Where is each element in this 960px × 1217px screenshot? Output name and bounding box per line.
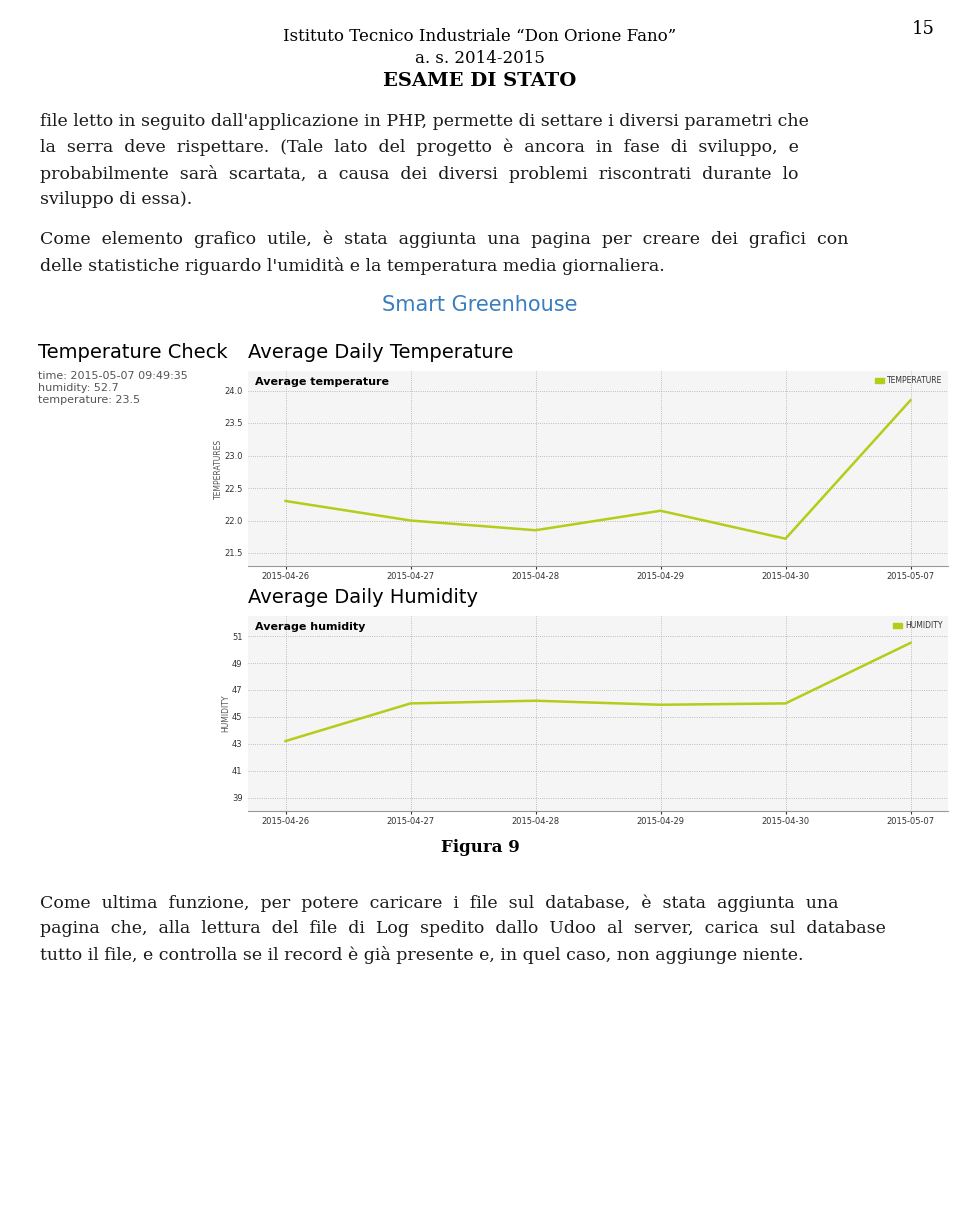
Text: probabilmente  sarà  scartata,  a  causa  dei  diversi  problemi  riscontrati  d: probabilmente sarà scartata, a causa dei…	[40, 166, 799, 183]
Text: Average humidity: Average humidity	[255, 622, 366, 632]
Text: tutto il file, e controlla se il record è già presente e, in quel caso, non aggi: tutto il file, e controlla se il record …	[40, 946, 804, 964]
Text: a. s. 2014-2015: a. s. 2014-2015	[415, 50, 545, 67]
Text: Temperature Check: Temperature Check	[38, 343, 228, 361]
Text: humidity: 52.7: humidity: 52.7	[38, 383, 119, 393]
Legend: TEMPERATURE: TEMPERATURE	[872, 374, 946, 388]
Text: Average temperature: Average temperature	[255, 377, 389, 387]
Text: Come  elemento  grafico  utile,  è  stata  aggiunta  una  pagina  per  creare  d: Come elemento grafico utile, è stata agg…	[40, 231, 849, 248]
Text: file letto in seguito dall'applicazione in PHP, permette di settare i diversi pa: file letto in seguito dall'applicazione …	[40, 113, 809, 130]
Text: 15: 15	[912, 19, 935, 38]
Text: time: 2015-05-07 09:49:35: time: 2015-05-07 09:49:35	[38, 371, 188, 381]
Text: temperature: 23.5: temperature: 23.5	[38, 396, 140, 405]
Legend: HUMIDITY: HUMIDITY	[890, 618, 946, 633]
Text: la  serra  deve  rispettare.  (Tale  lato  del  progetto  è  ancora  in  fase  d: la serra deve rispettare. (Tale lato del…	[40, 139, 799, 157]
Text: Istituto Tecnico Industriale “Don Orione Fano”: Istituto Tecnico Industriale “Don Orione…	[283, 28, 677, 45]
Text: Smart Greenhouse: Smart Greenhouse	[382, 295, 578, 315]
Text: Average Daily Temperature: Average Daily Temperature	[248, 343, 514, 361]
Text: Average Daily Humidity: Average Daily Humidity	[248, 588, 478, 607]
Y-axis label: HUMIDITY: HUMIDITY	[222, 695, 230, 733]
Text: Come  ultima  funzione,  per  potere  caricare  i  file  sul  database,  è  stat: Come ultima funzione, per potere caricar…	[40, 894, 838, 912]
Text: sviluppo di essa).: sviluppo di essa).	[40, 191, 192, 208]
Text: pagina  che,  alla  lettura  del  file  di  Log  spedito  dallo  Udoo  al  serve: pagina che, alla lettura del file di Log…	[40, 920, 886, 937]
Text: ESAME DI STATO: ESAME DI STATO	[383, 72, 577, 90]
Y-axis label: TEMPERATURES: TEMPERATURES	[213, 438, 223, 499]
Text: Figura 9: Figura 9	[441, 839, 519, 856]
Text: delle statistiche riguardo l'umidità e la temperatura media giornaliera.: delle statistiche riguardo l'umidità e l…	[40, 257, 664, 275]
